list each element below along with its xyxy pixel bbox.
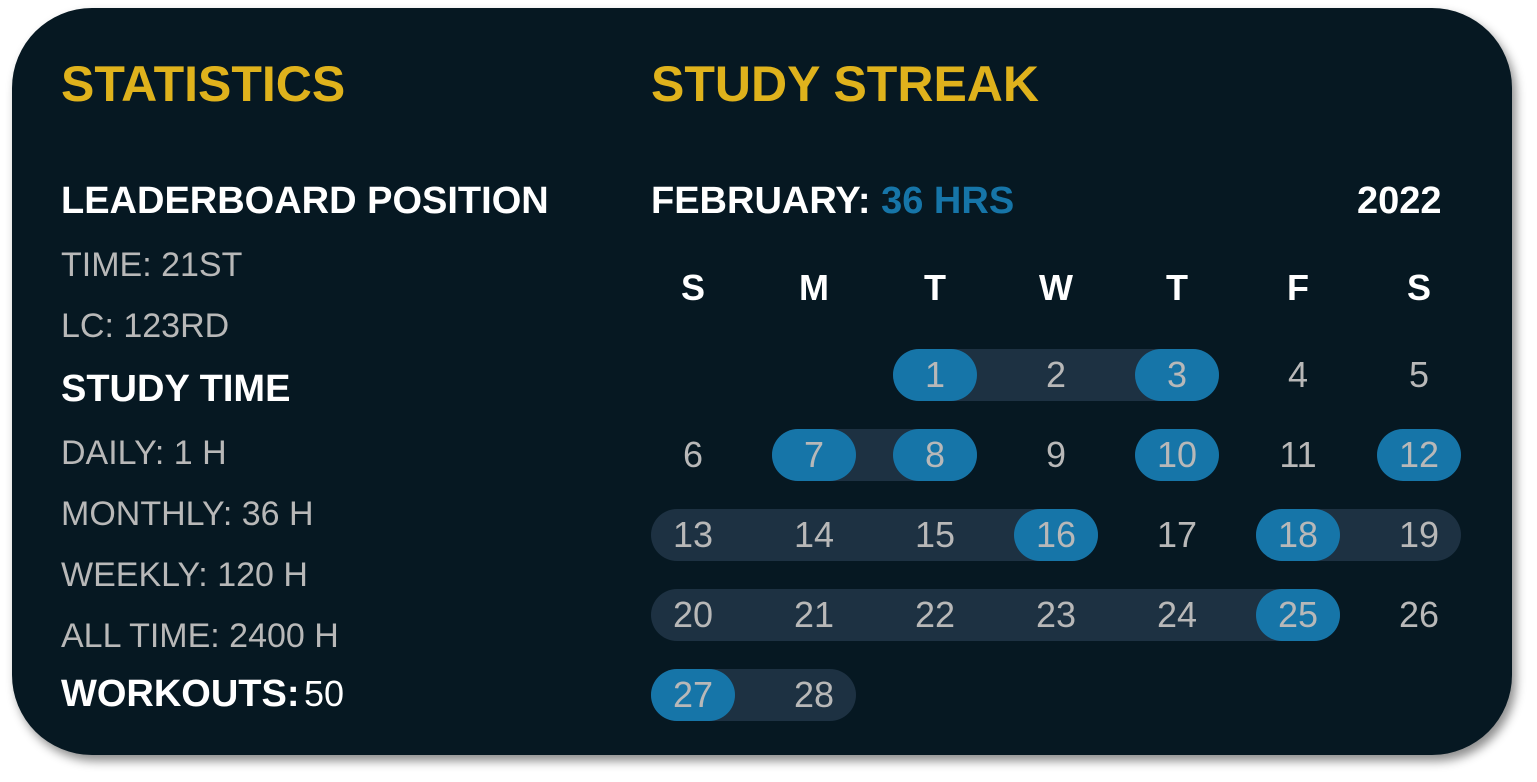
- calendar-day[interactable]: 9: [1045, 434, 1067, 475]
- leaderboard-time: TIME: 21ST: [61, 246, 243, 284]
- study-time-heading: STUDY TIME: [61, 368, 291, 410]
- leaderboard-heading: LEADERBOARD POSITION: [61, 180, 549, 222]
- calendar-day-studied[interactable]: 1: [893, 349, 977, 401]
- calendar-day[interactable]: 2: [1045, 354, 1067, 395]
- study-time-daily: DAILY: 1 H: [61, 434, 227, 472]
- leaderboard-lc: LC: 123RD: [61, 307, 230, 345]
- workouts-label: WORKOUTS:: [61, 673, 300, 715]
- calendar-day[interactable]: 26: [1398, 594, 1440, 635]
- calendar-day[interactable]: 22: [914, 594, 956, 635]
- calendar-day[interactable]: 21: [793, 594, 835, 635]
- study-streak-title: STUDY STREAK: [651, 56, 1040, 112]
- calendar-day[interactable]: 11: [1279, 434, 1317, 475]
- calendar-day[interactable]: 4: [1287, 354, 1309, 395]
- calendar-day[interactable]: 17: [1156, 514, 1198, 555]
- study-time-all-time: ALL TIME: 2400 H: [61, 617, 339, 655]
- calendar-day[interactable]: 20: [672, 594, 714, 635]
- calendar-day[interactable]: 13: [672, 514, 714, 555]
- month-summary: FEBRUARY: 36 HRS: [651, 182, 1014, 220]
- calendar-day-studied[interactable]: 25: [1256, 589, 1340, 641]
- weekday-header: T: [924, 267, 946, 308]
- calendar-day-studied[interactable]: 10: [1135, 429, 1219, 481]
- calendar-day[interactable]: 14: [793, 514, 835, 555]
- calendar-day-studied[interactable]: 8: [893, 429, 977, 481]
- calendar-day[interactable]: 19: [1398, 514, 1440, 555]
- study-time-monthly: MONTHLY: 36 H: [61, 495, 314, 533]
- calendar-day[interactable]: 6: [682, 434, 704, 475]
- streak-bar: [651, 589, 1340, 641]
- calendar-day-studied[interactable]: 27: [651, 669, 735, 721]
- month-label: FEBRUARY:: [651, 180, 871, 222]
- weekday-header: M: [799, 267, 829, 308]
- calendar-day[interactable]: 15: [914, 514, 956, 555]
- calendar-day-studied[interactable]: 16: [1014, 509, 1098, 561]
- calendar-day-studied[interactable]: 3: [1135, 349, 1219, 401]
- calendar-day[interactable]: 23: [1035, 594, 1077, 635]
- weekday-header: F: [1287, 267, 1309, 308]
- weekday-header: T: [1166, 267, 1188, 308]
- month-hours: 36 HRS: [881, 180, 1015, 222]
- calendar-day-studied[interactable]: 12: [1377, 429, 1461, 481]
- weekday-header: S: [680, 267, 705, 308]
- calendar-day[interactable]: 24: [1156, 594, 1198, 635]
- calendar-day[interactable]: 28: [793, 674, 835, 715]
- workouts-value: 50: [303, 673, 345, 714]
- weekday-header: W: [1039, 267, 1073, 308]
- calendar-day[interactable]: 5: [1408, 354, 1430, 395]
- calendar-day-studied[interactable]: 7: [772, 429, 856, 481]
- study-time-weekly: WEEKLY: 120 H: [61, 556, 308, 594]
- year-label: 2022: [1357, 180, 1442, 222]
- weekday-header: S: [1406, 267, 1431, 308]
- workouts-row: WORKOUTS: 50: [61, 675, 344, 713]
- statistics-title: STATISTICS: [61, 56, 346, 112]
- calendar-day-studied[interactable]: 18: [1256, 509, 1340, 561]
